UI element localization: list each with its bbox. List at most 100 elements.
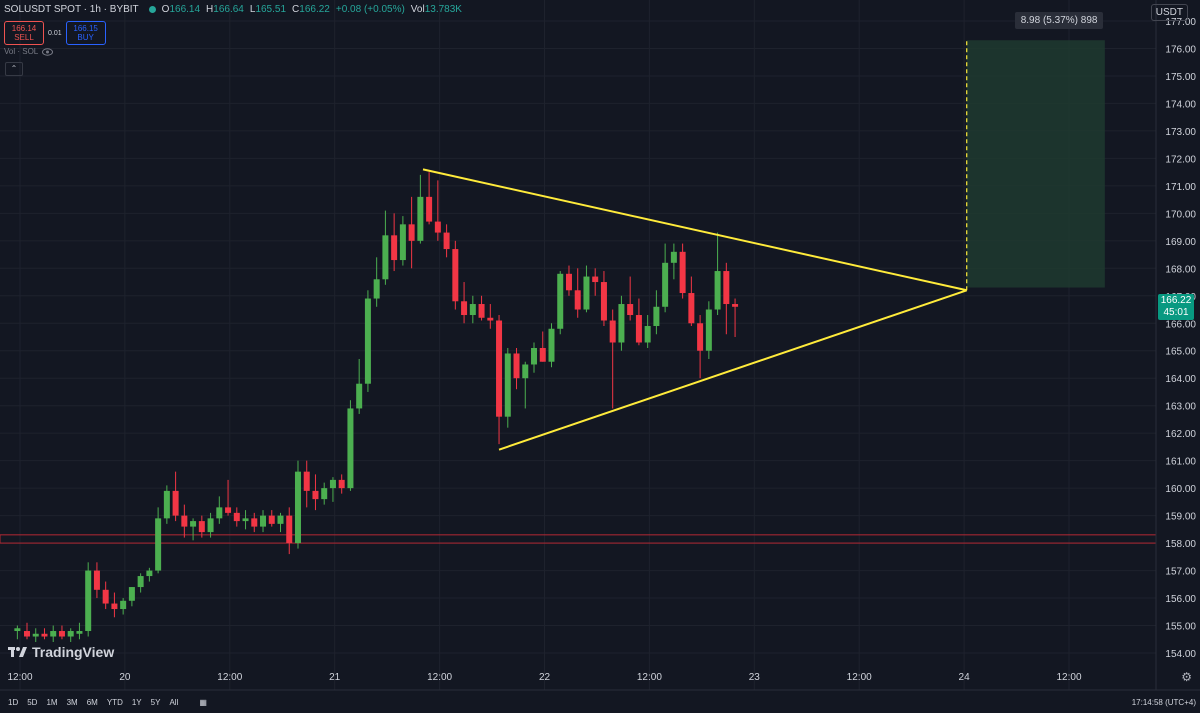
candle-down [496, 315, 503, 445]
candle-body [58, 631, 65, 637]
sell-button[interactable]: 166.14 SELL [4, 21, 44, 45]
candle-up [347, 400, 354, 491]
candle-body [286, 515, 293, 544]
candle-body [513, 353, 520, 379]
price-tick-label: 172.00 [1165, 154, 1196, 165]
range-3m[interactable]: 3M [66, 698, 78, 707]
candle-down [58, 625, 65, 640]
bar-countdown: 45:01 [1163, 306, 1189, 318]
candle-body [312, 490, 319, 500]
candle-down [513, 347, 520, 390]
candle-down [679, 243, 686, 299]
candle-body [565, 273, 572, 291]
high-label: H [206, 4, 214, 15]
candle-body [233, 512, 240, 522]
candle-down [251, 512, 258, 533]
candle-body [181, 515, 188, 527]
candle-up [146, 567, 153, 582]
settings-gear-icon[interactable]: ⚙ [1181, 670, 1192, 684]
price-tick-label: 171.00 [1165, 182, 1196, 193]
range-all[interactable]: All [169, 698, 179, 707]
candle-down [452, 240, 459, 310]
candle-up [504, 347, 511, 428]
candle-up [583, 265, 590, 313]
triangle-upper-line [422, 168, 967, 292]
candle-body [76, 631, 83, 634]
candle-body [496, 320, 503, 417]
candle-down [286, 507, 293, 555]
candle-up [67, 628, 74, 643]
candle-down [635, 298, 642, 346]
time-zone-clock[interactable]: 17:14:58 (UTC+4) [1131, 698, 1196, 707]
time-tick-label: 12:00 [217, 672, 242, 683]
candle-body [382, 235, 389, 280]
candle-up [714, 232, 721, 316]
candle-body [172, 490, 179, 516]
candle-body [155, 518, 162, 571]
candle-body [356, 383, 363, 409]
price-tick-label: 168.00 [1165, 264, 1196, 275]
candle-down [312, 474, 319, 511]
buy-button[interactable]: 166.15 BUY [65, 21, 106, 45]
price-tick-label: 176.00 [1165, 44, 1196, 55]
candle-body [504, 353, 511, 417]
low-value: 165.51 [255, 4, 287, 15]
range-1y[interactable]: 1Y [131, 698, 142, 707]
candle-up [120, 598, 127, 615]
candle-up [155, 507, 162, 574]
price-tick-label: 160.00 [1165, 484, 1196, 495]
price-tick-label: 162.00 [1165, 429, 1196, 440]
candle-body [583, 276, 590, 310]
candle-body [190, 521, 197, 527]
range-1d[interactable]: 1D [8, 698, 19, 707]
candle-body [539, 347, 546, 362]
candlestick-series [14, 172, 739, 643]
time-tick-label: 12:00 [847, 672, 872, 683]
candle-body [635, 315, 642, 343]
candle-body [557, 273, 564, 329]
candle-down [732, 298, 739, 337]
candle-body [391, 235, 398, 261]
candle-body [452, 249, 459, 302]
candle-down [198, 515, 205, 538]
candle-down [723, 262, 730, 335]
time-tick-label: 21 [329, 672, 341, 683]
candle-down [539, 331, 546, 362]
candle-up [373, 257, 380, 307]
candle-down [172, 471, 179, 522]
candle-body [329, 479, 336, 489]
calendar-icon[interactable]: ▦ [199, 698, 207, 707]
target-zone [966, 40, 1105, 288]
range-5d[interactable]: 5D [27, 698, 38, 707]
range-1m[interactable]: 1M [46, 698, 58, 707]
candle-up [294, 460, 301, 549]
candle-up [32, 628, 39, 643]
candle-body [688, 293, 695, 324]
candle-up [417, 174, 424, 244]
candle-body [251, 518, 258, 527]
low-label: L [249, 4, 256, 15]
candle-down [23, 622, 30, 640]
candle-up [216, 496, 223, 524]
candle-up [618, 295, 625, 351]
candle-up [190, 518, 197, 541]
candle-down [41, 628, 48, 640]
candle-body [531, 347, 538, 365]
buy-label: BUY [77, 33, 94, 42]
tradingview-logo[interactable]: TradingView [8, 644, 114, 660]
currency-selector[interactable]: USDT [1150, 4, 1188, 21]
range-5y[interactable]: 5Y [150, 698, 161, 707]
range-6m[interactable]: 6M [86, 698, 98, 707]
eye-icon[interactable] [42, 47, 54, 56]
price-tick-label: 174.00 [1165, 99, 1196, 110]
range-ytd[interactable]: YTD [106, 698, 123, 707]
symbol-title[interactable]: SOLUSDT SPOT · 1h · BYBIT [4, 4, 139, 15]
chevron-up-icon: ⌃ [10, 64, 18, 73]
collapse-legend-button[interactable]: ⌃ [5, 62, 23, 76]
candle-body [618, 304, 625, 343]
candle-body [548, 328, 555, 362]
volume-indicator-legend[interactable]: Vol · SOL [4, 47, 54, 56]
candle-down [487, 304, 494, 329]
volume-value: 13.783K [424, 4, 462, 15]
